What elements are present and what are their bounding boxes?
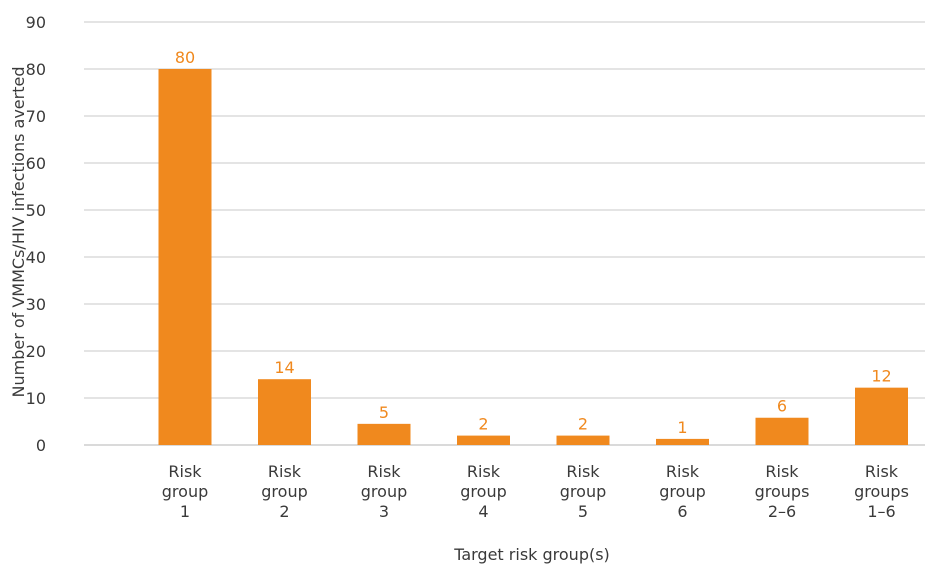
x-category-label: Risk group 5 bbox=[560, 462, 606, 521]
y-tick-label: 40 bbox=[26, 248, 46, 267]
x-axis-title: Target risk group(s) bbox=[453, 545, 610, 564]
bars bbox=[158, 69, 908, 445]
bar bbox=[556, 435, 610, 445]
y-tick-label: 70 bbox=[26, 107, 46, 126]
data-label: 1 bbox=[677, 418, 687, 437]
x-axis-categories: Risk group 1 Risk group 2 Risk group 3 Risk group 4… bbox=[162, 462, 909, 521]
data-label: 5 bbox=[379, 403, 389, 422]
x-category-label: Risk groups 1–6 bbox=[854, 462, 909, 521]
bar bbox=[755, 417, 809, 445]
data-label: 12 bbox=[871, 367, 891, 386]
y-tick-label: 90 bbox=[26, 13, 46, 32]
x-category-label: Risk groups 2–6 bbox=[755, 462, 810, 521]
y-tick-label: 10 bbox=[26, 389, 46, 408]
bar bbox=[258, 379, 311, 445]
bar bbox=[158, 69, 212, 445]
data-labels: 80 14 5 2 2 1 6 12 bbox=[175, 48, 892, 437]
y-tick-label: 60 bbox=[26, 154, 46, 173]
bar bbox=[357, 423, 411, 445]
y-tick-label: 50 bbox=[26, 201, 46, 220]
data-label: 2 bbox=[478, 415, 488, 434]
data-label: 14 bbox=[274, 358, 294, 377]
x-category-label: Risk group 1 bbox=[162, 462, 208, 521]
x-category-label: Risk group 6 bbox=[659, 462, 705, 521]
y-tick-label: 20 bbox=[26, 342, 46, 361]
x-category-label: Risk group 3 bbox=[361, 462, 407, 521]
y-tick-label: 0 bbox=[36, 436, 46, 455]
y-tick-label: 30 bbox=[26, 295, 46, 314]
data-label: 6 bbox=[777, 397, 787, 416]
data-label: 2 bbox=[578, 415, 588, 434]
y-axis-ticks: 0 10 20 30 40 50 60 70 80 90 bbox=[26, 13, 46, 455]
x-category-label: Risk group 4 bbox=[460, 462, 506, 521]
y-tick-label: 80 bbox=[26, 60, 46, 79]
bar bbox=[855, 387, 908, 445]
bar bbox=[457, 435, 510, 445]
data-label: 80 bbox=[175, 48, 195, 67]
x-category-label: Risk group 2 bbox=[261, 462, 307, 521]
grid-lines bbox=[84, 21, 925, 446]
y-axis-title: Number of VMMCs/HIV infections averted bbox=[9, 67, 28, 398]
bar bbox=[656, 438, 709, 445]
